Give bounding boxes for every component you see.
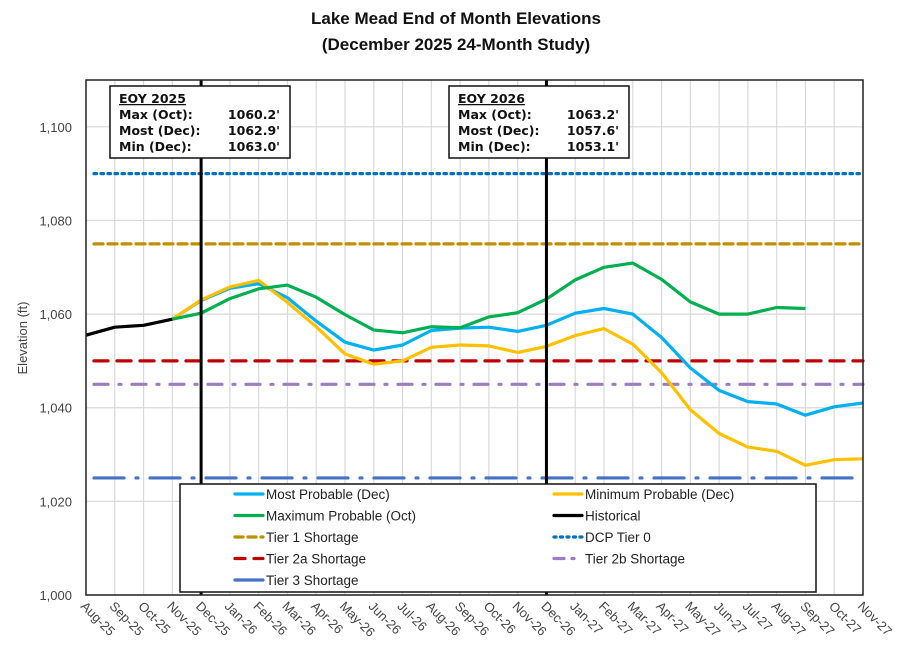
plot-area-border bbox=[85, 79, 864, 596]
annotation-label: Min (Dec): bbox=[458, 139, 531, 154]
chart-subtitle: (December 2025 24-Month Study) bbox=[322, 35, 590, 54]
legend-label-minimum-probable-dec: Minimum Probable (Dec) bbox=[585, 487, 734, 502]
legend-label-tier-2b-shortage: Tier 2b Shortage bbox=[585, 552, 685, 567]
annotation-value: 1063.0' bbox=[228, 139, 280, 154]
y-tick-label: 1,060 bbox=[39, 307, 72, 322]
legend: Most Probable (Dec) Minimum Probable (Dec… bbox=[179, 483, 817, 593]
threshold-lines bbox=[92, 172, 865, 480]
annotation-value: 1060.2' bbox=[228, 107, 280, 122]
legend-label-dcp-tier-0: DCP Tier 0 bbox=[585, 530, 651, 545]
legend-label-tier-1-shortage: Tier 1 Shortage bbox=[266, 530, 359, 545]
y-tick-label: 1,020 bbox=[39, 494, 72, 509]
annotation-title: EOY 2026 bbox=[458, 91, 525, 106]
series-minimum-probable-dec bbox=[171, 278, 864, 467]
annotation-label: Most (Dec): bbox=[458, 123, 539, 138]
legend-label-tier-2a-shortage: Tier 2a Shortage bbox=[266, 552, 366, 567]
x-axis-ticks: Aug-25Sep-25Oct-25Nov-25Dec-25Jan-26Feb-… bbox=[78, 599, 895, 640]
legend-label-historical: Historical bbox=[585, 509, 641, 524]
y-axis-label: Elevation (ft) bbox=[15, 302, 30, 375]
legend-label-most-probable-dec: Most Probable (Dec) bbox=[266, 487, 390, 502]
legend-label-tier-3-shortage: Tier 3 Shortage bbox=[266, 573, 359, 588]
annotation-title: EOY 2025 bbox=[119, 91, 186, 106]
y-tick-label: 1,040 bbox=[39, 401, 72, 416]
annotation-value: 1057.6' bbox=[567, 123, 619, 138]
y-tick-label: 1,000 bbox=[39, 588, 72, 603]
y-axis-ticks: 1,000 1,020 1,040 1,060 1,080 1,100 bbox=[39, 120, 72, 603]
annotation-value: 1063.2' bbox=[567, 107, 619, 122]
annotation-value: 1062.9' bbox=[228, 123, 280, 138]
data-series bbox=[85, 261, 864, 467]
annotation-label: Min (Dec): bbox=[119, 139, 192, 154]
annotation-label: Most (Dec): bbox=[119, 123, 200, 138]
y-tick-label: 1,100 bbox=[39, 120, 72, 135]
annotation-label: Max (Oct): bbox=[119, 107, 193, 122]
x-tick-label: Nov-27 bbox=[855, 599, 895, 639]
legend-label-maximum-probable-oct: Maximum Probable (Oct) bbox=[266, 509, 416, 524]
annotation-box bbox=[109, 85, 291, 159]
annotation-label: Max (Oct): bbox=[458, 107, 532, 122]
series-maximum-probable-oct bbox=[171, 261, 806, 335]
annotation-value: 1053.1' bbox=[567, 139, 619, 154]
y-tick-label: 1,080 bbox=[39, 213, 72, 228]
legend-box bbox=[179, 483, 817, 593]
chart-title: Lake Mead End of Month Elevations bbox=[311, 9, 601, 28]
annotation-box bbox=[448, 85, 630, 159]
series-most-probable-dec bbox=[171, 282, 864, 417]
series-historical bbox=[85, 317, 173, 337]
